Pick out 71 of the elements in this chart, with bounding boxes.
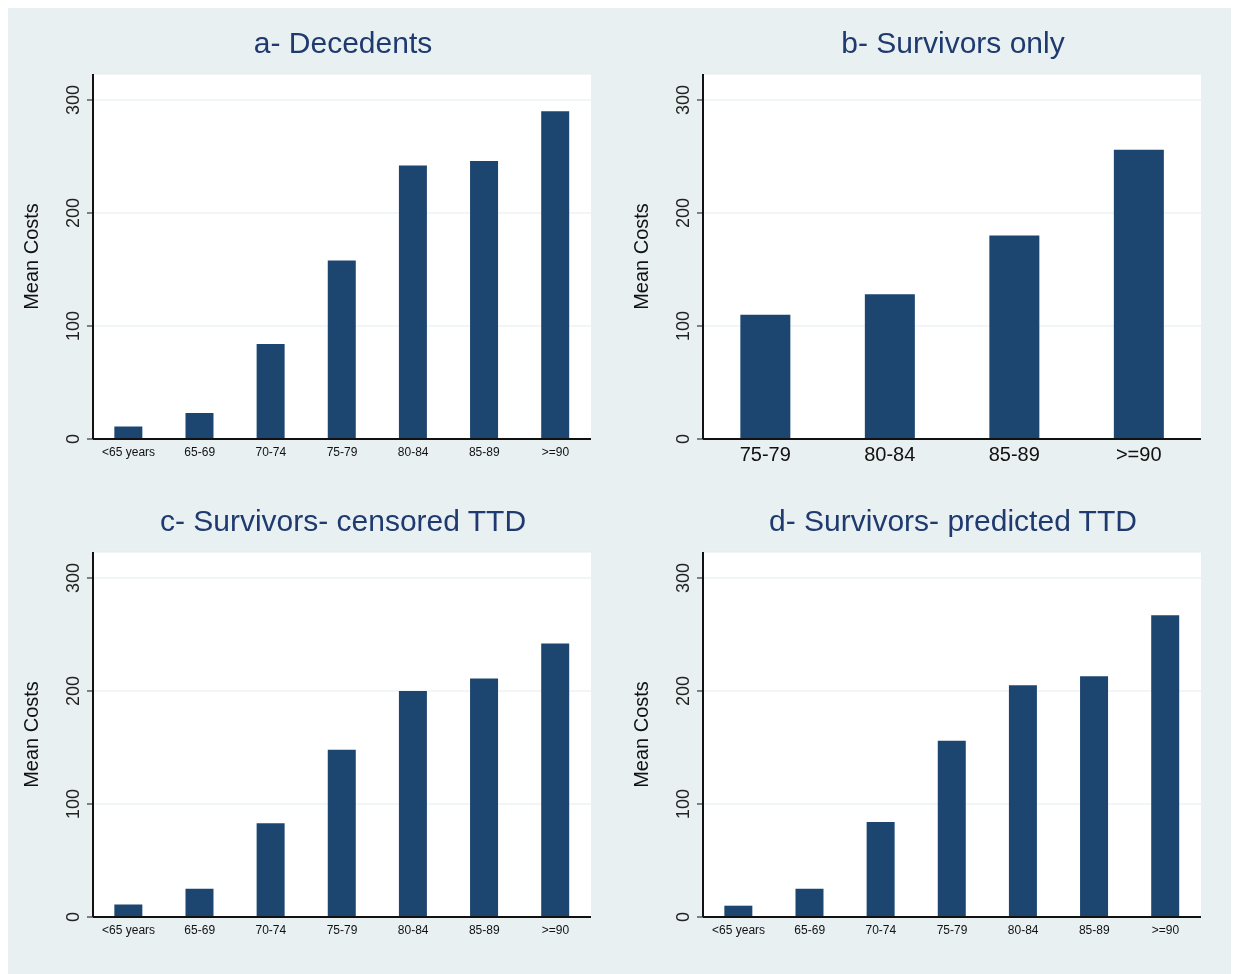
bar	[185, 413, 214, 439]
y-tick-label: 200	[673, 675, 693, 707]
bar	[327, 749, 356, 917]
bar	[185, 888, 214, 917]
y-tick-label: 100	[63, 788, 83, 820]
y-axis-title: Mean Costs	[20, 203, 43, 310]
y-axis-title: Mean Costs	[630, 681, 653, 788]
y-tick-label: 0	[673, 433, 693, 445]
x-tick-label: 85-89	[468, 444, 500, 459]
y-tick-label: 100	[673, 310, 693, 342]
x-tick-label: 75-79	[739, 443, 791, 466]
y-tick-label: 300	[63, 562, 83, 594]
chart-title: d- Survivors- predicted TTD	[768, 504, 1138, 538]
bar	[864, 294, 915, 439]
x-tick-label: >=90	[1115, 443, 1162, 466]
x-tick-label: >=90	[541, 922, 570, 937]
bar	[470, 161, 499, 439]
y-tick-label: 300	[673, 84, 693, 116]
x-tick-label: 65-69	[184, 922, 216, 937]
bar	[1008, 685, 1037, 917]
bar	[398, 690, 427, 917]
bar	[989, 235, 1040, 439]
x-tick-label: 65-69	[794, 922, 826, 937]
y-tick-label: 300	[63, 84, 83, 116]
y-tick-label: 200	[63, 197, 83, 229]
x-tick-label: 75-79	[936, 922, 968, 937]
y-tick-label: 300	[673, 562, 693, 594]
x-tick-label: <65 years	[102, 922, 156, 937]
x-tick-label: 70-74	[255, 922, 287, 937]
x-tick-label: 85-89	[1078, 922, 1110, 937]
x-tick-label: 80-84	[397, 444, 429, 459]
chart-title: b- Survivors only	[840, 26, 1066, 60]
y-axis-title: Mean Costs	[20, 681, 43, 788]
bar	[1151, 615, 1180, 917]
x-tick-label: <65 years	[712, 922, 766, 937]
y-tick-label: 0	[63, 433, 83, 445]
x-tick-label: >=90	[1151, 922, 1180, 937]
bar	[795, 888, 824, 917]
x-tick-label: 75-79	[326, 922, 358, 937]
x-tick-label: 70-74	[255, 444, 287, 459]
bar	[256, 823, 285, 917]
x-tick-label: 80-84	[1007, 922, 1039, 937]
x-tick-label: 70-74	[865, 922, 897, 937]
y-axis-title: Mean Costs	[630, 203, 653, 310]
chart-title: a- Decedents	[252, 26, 434, 60]
x-tick-label: 80-84	[397, 922, 429, 937]
y-tick-label: 200	[673, 197, 693, 229]
y-tick-label: 100	[63, 310, 83, 342]
y-tick-label: 0	[63, 911, 83, 923]
chart-title: c- Survivors- censored TTD	[158, 504, 528, 538]
bar	[1080, 676, 1109, 917]
y-tick-label: 200	[63, 675, 83, 707]
y-tick-label: 0	[673, 911, 693, 923]
bar	[470, 678, 499, 917]
bar	[937, 740, 966, 917]
bar	[541, 643, 570, 917]
x-tick-label: <65 years	[102, 444, 156, 459]
x-tick-label: 85-89	[988, 443, 1040, 466]
bar	[398, 165, 427, 439]
bar	[541, 111, 570, 439]
x-tick-label: 80-84	[864, 443, 916, 466]
x-tick-label: 65-69	[184, 444, 216, 459]
y-tick-label: 100	[673, 788, 693, 820]
bar	[866, 822, 895, 917]
bar	[740, 314, 791, 439]
bar	[256, 344, 285, 439]
x-tick-label: >=90	[541, 444, 570, 459]
bar	[327, 260, 356, 439]
x-tick-label: 85-89	[468, 922, 500, 937]
bar	[1113, 149, 1164, 439]
x-tick-label: 75-79	[326, 444, 358, 459]
